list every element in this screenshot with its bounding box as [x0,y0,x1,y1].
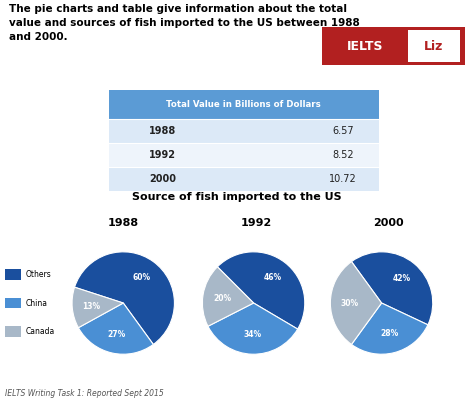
Wedge shape [330,262,382,344]
Text: 30%: 30% [341,299,359,308]
Wedge shape [352,252,433,325]
Text: 2000: 2000 [374,218,404,229]
Text: Source of fish imported to the US: Source of fish imported to the US [132,193,342,202]
Bar [109,90,379,119]
Text: 2000: 2000 [149,174,176,184]
Bar [109,143,379,167]
Text: The pie charts and table give information about the total
value and sources of f: The pie charts and table give informatio… [9,4,360,42]
Bar [109,119,379,143]
Wedge shape [208,303,298,354]
Text: Canada: Canada [26,327,55,336]
Bar [109,167,379,191]
Wedge shape [218,252,305,329]
Text: 1992: 1992 [149,150,176,160]
Text: 1992: 1992 [240,218,272,229]
Text: 60%: 60% [133,273,151,282]
Text: 46%: 46% [264,274,282,283]
Text: Total Value in Billions of Dollars: Total Value in Billions of Dollars [166,100,321,109]
Text: China: China [26,299,48,308]
Wedge shape [72,287,123,328]
Bar [5,298,21,308]
Wedge shape [78,303,153,354]
Bar [5,270,21,280]
Text: Others: Others [26,270,52,279]
Text: 1988: 1988 [149,126,176,136]
Wedge shape [202,267,254,326]
Bar [408,30,460,62]
Wedge shape [74,252,174,344]
Text: 10.72: 10.72 [329,174,356,184]
Text: IELTS: IELTS [346,40,383,52]
Bar [5,326,21,337]
Text: 27%: 27% [107,330,126,339]
Text: 34%: 34% [244,330,262,339]
Wedge shape [352,303,428,354]
Text: 6.57: 6.57 [332,126,354,136]
Text: 20%: 20% [213,294,231,303]
Text: 8.52: 8.52 [332,150,354,160]
Text: 28%: 28% [380,329,399,338]
Text: 1988: 1988 [108,218,139,229]
Text: 42%: 42% [393,274,411,283]
Text: IELTS Writing Task 1: Reported Sept 2015: IELTS Writing Task 1: Reported Sept 2015 [5,389,164,398]
Text: 13%: 13% [82,301,100,310]
Text: Liz: Liz [424,40,444,52]
